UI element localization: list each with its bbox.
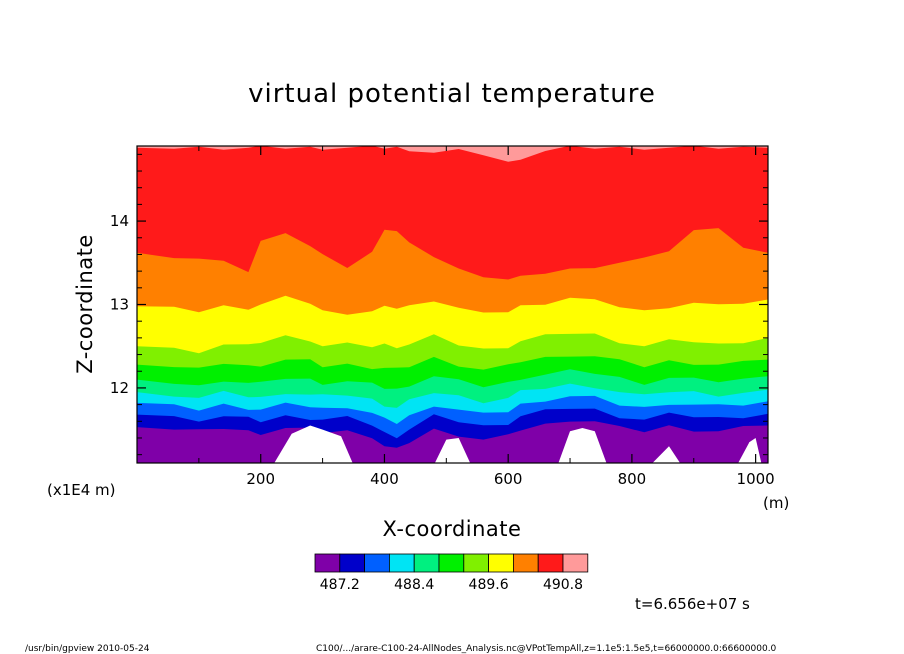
x-axis: 200 400 600 800 1000 [198,146,775,488]
y-tick-label: 12 [110,379,129,397]
contour-band-10 [137,146,768,162]
x-tick-label: 1000 [737,470,775,488]
colorbar-swatch [339,553,365,573]
x-tick-label: 600 [494,470,523,488]
x-tick-label: 400 [370,470,399,488]
colorbar-swatch [388,553,415,573]
colorbar-label: 488.4 [394,577,434,593]
y-tick-label: 13 [110,296,129,314]
footer-right: C100/.../arare-C100-24-AllNodes_Analysis… [316,644,777,654]
colorbar-swatch [562,553,589,573]
y-axis-title: Z-coordinate [73,234,97,374]
white-regions [274,425,762,463]
y-axis: 12 13 14 [110,153,768,456]
white-region-2 [434,438,471,463]
colorbar-swatch [488,553,514,573]
white-region-1 [274,425,353,463]
contour-band-9 [137,146,768,280]
footer-left: /usr/bin/gpview 2010-05-24 [25,644,150,654]
y-unit-label: (x1E4 m) [47,481,116,499]
colorbar-swatch [364,553,390,573]
colorbar-swatch [463,553,489,573]
white-region-4 [652,446,681,463]
contour-bands [137,146,768,448]
white-region-3 [558,428,607,463]
x-axis-title: X-coordinate [383,517,522,541]
colorbar-swatch [513,553,539,573]
colorbar-label: 489.6 [469,577,509,593]
colorbar-label: 487.2 [320,577,360,593]
y-tick-label: 14 [110,212,129,230]
colorbar: 487.2 488.4 489.6 490.8 [314,553,589,593]
x-unit-label: (m) [763,494,789,512]
colorbar-swatch [438,553,465,573]
x-tick-label: 800 [618,470,647,488]
plot-area [137,146,768,463]
colorbar-swatch [537,553,564,573]
colorbar-swatch [413,553,440,573]
x-tick-label: 200 [246,470,275,488]
colorbar-label: 490.8 [543,577,583,593]
chart-title: virtual potential temperature [248,79,656,109]
colorbar-swatch [314,553,341,573]
time-label: t=6.656e+07 s [635,595,750,613]
